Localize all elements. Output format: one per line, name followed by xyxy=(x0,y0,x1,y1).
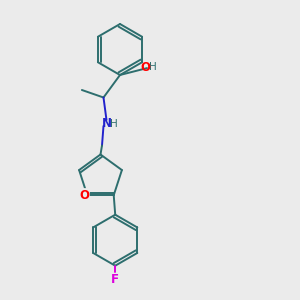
Text: H: H xyxy=(148,62,156,73)
Text: H: H xyxy=(110,119,118,129)
Text: N: N xyxy=(101,117,111,130)
Text: F: F xyxy=(111,273,119,286)
Text: O: O xyxy=(79,189,89,202)
Text: O: O xyxy=(140,61,150,74)
